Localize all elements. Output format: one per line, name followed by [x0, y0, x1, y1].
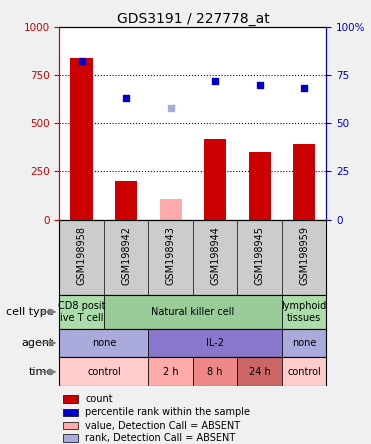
Text: none: none: [292, 338, 316, 348]
Bar: [59, 357, 148, 386]
Bar: [282, 357, 326, 386]
Text: 8 h: 8 h: [207, 367, 223, 377]
Point: [212, 77, 218, 84]
Bar: [148, 329, 282, 357]
Text: none: none: [92, 338, 116, 348]
Bar: [63, 422, 78, 429]
Point: [123, 95, 129, 102]
Bar: [237, 357, 282, 386]
Bar: [63, 435, 78, 442]
Bar: [63, 395, 78, 403]
Bar: [282, 329, 326, 357]
Bar: [70, 58, 93, 220]
Point: [301, 85, 307, 92]
Text: GSM198942: GSM198942: [121, 226, 131, 285]
Bar: [59, 295, 104, 329]
Bar: [193, 357, 237, 386]
Text: control: control: [87, 367, 121, 377]
Text: count: count: [85, 394, 113, 404]
Bar: [282, 295, 326, 329]
Bar: [148, 357, 193, 386]
Bar: [160, 198, 182, 220]
Bar: [115, 181, 137, 220]
Text: rank, Detection Call = ABSENT: rank, Detection Call = ABSENT: [85, 433, 236, 443]
Bar: [249, 152, 271, 220]
Text: 24 h: 24 h: [249, 367, 270, 377]
Point: [168, 104, 174, 111]
Bar: [204, 139, 226, 220]
Text: GSM198959: GSM198959: [299, 226, 309, 285]
Bar: [59, 329, 148, 357]
Title: GDS3191 / 227778_at: GDS3191 / 227778_at: [116, 12, 269, 26]
Text: time: time: [29, 367, 54, 377]
Point: [257, 81, 263, 88]
Text: lymphoid
tissues: lymphoid tissues: [282, 301, 327, 323]
Bar: [63, 408, 78, 416]
Bar: [104, 295, 282, 329]
Text: Natural killer cell: Natural killer cell: [151, 307, 234, 317]
Text: GSM198943: GSM198943: [166, 226, 175, 285]
Text: IL-2: IL-2: [206, 338, 224, 348]
Text: GSM198944: GSM198944: [210, 226, 220, 285]
Point: [79, 58, 85, 65]
Text: control: control: [288, 367, 321, 377]
Text: GSM198958: GSM198958: [77, 226, 86, 285]
Text: value, Detection Call = ABSENT: value, Detection Call = ABSENT: [85, 420, 240, 431]
Text: agent: agent: [22, 338, 54, 348]
Bar: [293, 144, 315, 220]
Text: CD8 posit
ive T cell: CD8 posit ive T cell: [58, 301, 105, 323]
Text: cell type: cell type: [6, 307, 54, 317]
Text: percentile rank within the sample: percentile rank within the sample: [85, 407, 250, 417]
Text: GSM198945: GSM198945: [255, 226, 265, 285]
Text: 2 h: 2 h: [163, 367, 178, 377]
